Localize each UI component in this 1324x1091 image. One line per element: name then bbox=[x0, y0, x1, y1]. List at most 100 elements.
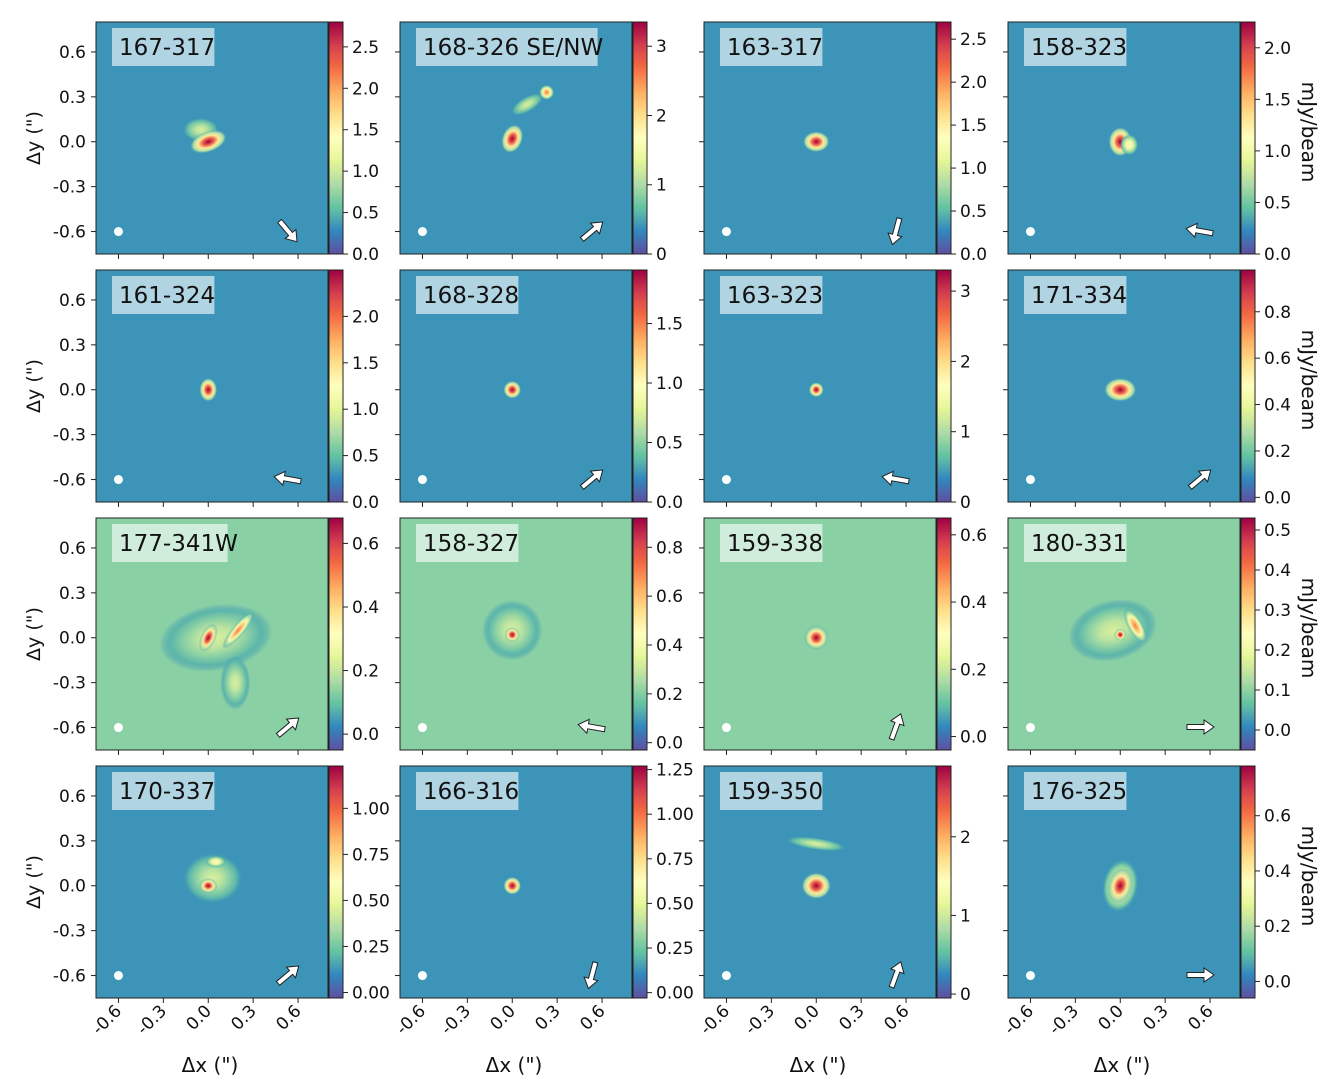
colorbar-tick-label: 0.0 bbox=[1264, 972, 1291, 992]
panel-frame bbox=[95, 21, 329, 255]
panel-title: 159-338 bbox=[727, 531, 823, 557]
panel-title: 171-334 bbox=[1031, 283, 1127, 309]
beam-marker bbox=[1025, 971, 1035, 981]
panel-title-box bbox=[416, 524, 519, 562]
panel-frame bbox=[399, 517, 633, 751]
x-tick-label: 0.3 bbox=[1139, 1001, 1172, 1034]
y-tick-label: -0.3 bbox=[53, 674, 86, 694]
colorbar-tick-label: 0.75 bbox=[352, 845, 390, 865]
panel-frame bbox=[399, 269, 633, 503]
colorbar-tick-label: 0 bbox=[960, 985, 971, 1005]
x-axis-label: Δx (") bbox=[182, 1053, 239, 1077]
beam-marker bbox=[113, 723, 123, 733]
arrow-shape bbox=[579, 469, 604, 490]
panel-frame bbox=[703, 765, 937, 999]
x-tick-label: -0.6 bbox=[88, 1001, 126, 1039]
y-tick-label: -0.6 bbox=[53, 967, 86, 987]
panel-grid: 167-317-0.6-0.30.00.30.6Δy (")0.00.51.01… bbox=[23, 21, 1321, 1077]
colorbar-tick-label: 1.0 bbox=[352, 162, 379, 182]
panel-frame bbox=[703, 21, 937, 255]
x-tick-label: 0.3 bbox=[531, 1001, 564, 1034]
arrow-shape bbox=[275, 717, 300, 738]
beam-marker bbox=[721, 227, 731, 237]
direction-arrow bbox=[1185, 222, 1214, 239]
emission-blob bbox=[1123, 608, 1147, 644]
colorbar-tick-label: 0.4 bbox=[960, 593, 987, 613]
panel-title-box bbox=[1024, 28, 1127, 66]
beam-marker bbox=[1025, 475, 1035, 485]
direction-arrow bbox=[579, 221, 604, 242]
colorbar-tick-label: 2.0 bbox=[1264, 39, 1291, 59]
y-tick-label: -0.6 bbox=[53, 223, 86, 243]
panel-171-334: 171-334 0.0 0.2 0.4 0.6 0.8 mJy/beam bbox=[1003, 269, 1321, 508]
direction-arrow bbox=[1186, 967, 1215, 983]
panel-frame bbox=[95, 765, 329, 999]
emission-blob bbox=[220, 655, 251, 710]
colorbar-tick-label: 0.0 bbox=[960, 245, 987, 265]
y-tick-label: 0.6 bbox=[59, 43, 86, 63]
x-tick-label: -0.6 bbox=[696, 1001, 734, 1039]
colorbar-tick-label: 2 bbox=[960, 352, 971, 372]
x-tick-label: 0.0 bbox=[1095, 1001, 1128, 1034]
colorbar-tick-label: 0.00 bbox=[656, 984, 694, 1004]
direction-arrow bbox=[275, 717, 300, 738]
x-tick-label: -0.6 bbox=[392, 1001, 430, 1039]
panel-title-box bbox=[416, 28, 598, 66]
panel-title-box bbox=[112, 524, 228, 562]
emission-blob bbox=[1120, 134, 1139, 156]
colorbar bbox=[936, 21, 952, 255]
colorbar-tick-label: 0.6 bbox=[656, 587, 683, 607]
panel-title: 166-316 bbox=[423, 779, 519, 805]
colorbar-tick-label: 0.2 bbox=[1264, 641, 1291, 661]
colorbar-tick-label: 0.6 bbox=[1264, 349, 1291, 369]
y-tick-label: 0.6 bbox=[59, 539, 86, 559]
colorbar-tick-label: 0.5 bbox=[1264, 521, 1291, 541]
panel-frame bbox=[1007, 765, 1241, 999]
y-tick-label: 0.0 bbox=[59, 629, 86, 649]
panel-title-box bbox=[720, 772, 823, 810]
colorbar-tick-label: 1 bbox=[960, 906, 971, 926]
arrow-shape bbox=[275, 965, 300, 986]
colorbar-tick-label: 1.0 bbox=[1264, 142, 1291, 162]
arrow-shape bbox=[1186, 719, 1215, 735]
colorbar-tick-label: 0.25 bbox=[656, 939, 694, 959]
y-tick-label: 0.0 bbox=[59, 381, 86, 401]
emission-blob bbox=[802, 131, 830, 153]
colorbar-tick-label: 2.5 bbox=[352, 38, 379, 58]
arrow-shape bbox=[273, 470, 302, 487]
panel-title-box bbox=[1024, 276, 1127, 314]
colorbar bbox=[1240, 21, 1256, 255]
panel-title-box bbox=[1024, 524, 1127, 562]
colorbar-tick-label: 1.00 bbox=[656, 805, 694, 825]
direction-arrow bbox=[1187, 469, 1212, 490]
colorbar-tick-label: 1.5 bbox=[352, 354, 379, 374]
direction-arrow bbox=[579, 469, 604, 490]
emission-blob bbox=[222, 611, 255, 650]
colorbar-tick-label: 2.0 bbox=[352, 79, 379, 99]
panel-title: 159-350 bbox=[727, 779, 823, 805]
panel-166-316: 166-316 -0.6 -0.3 0.0 0.3 0.6 Δx (") 0.00 0.25 0.… bbox=[392, 761, 693, 1077]
emission-blob bbox=[189, 129, 227, 154]
y-tick-label: 0.3 bbox=[59, 832, 86, 852]
panel-title-box bbox=[112, 772, 215, 810]
panel-title: 168-326 SE/NW bbox=[423, 35, 603, 61]
emission-blob bbox=[804, 625, 829, 650]
beam-marker bbox=[113, 475, 123, 485]
arrow-shape bbox=[1186, 967, 1215, 983]
x-axis-label: Δx (") bbox=[1094, 1053, 1151, 1077]
direction-arrow bbox=[273, 470, 302, 487]
panel-title-box bbox=[416, 772, 519, 810]
direction-arrow bbox=[577, 718, 606, 735]
panel-180-331: 180-331 0.0 0.1 0.2 0.3 0.4 0.5 mJy/beam bbox=[1003, 517, 1321, 755]
panel-163-323: 163-323 0 1 2 3 bbox=[699, 269, 971, 513]
arrow-shape bbox=[887, 217, 903, 246]
colorbar-label: mJy/beam bbox=[1297, 82, 1321, 183]
panel-159-350: 159-350 -0.6 -0.3 0.0 0.3 0.6 Δx (") 0 1 2 bbox=[696, 765, 971, 1077]
y-tick-label: 0.3 bbox=[59, 336, 86, 356]
colorbar-label: mJy/beam bbox=[1297, 826, 1321, 927]
x-tick-label: -0.3 bbox=[133, 1001, 171, 1039]
colorbar-tick-label: 0.5 bbox=[352, 447, 379, 467]
beam-marker bbox=[721, 723, 731, 733]
panel-title: 161-324 bbox=[119, 283, 215, 309]
colorbar-tick-label: 0.8 bbox=[656, 538, 683, 558]
